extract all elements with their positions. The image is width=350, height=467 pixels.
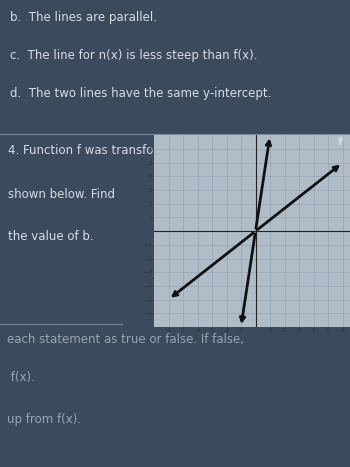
Text: f(x).: f(x). xyxy=(7,371,35,384)
Text: each statement as true or false. If false,: each statement as true or false. If fals… xyxy=(7,333,244,346)
Text: 4. Function f was transformed using f(bx) as: 4. Function f was transformed using f(bx… xyxy=(8,143,269,156)
Text: up from f(x).: up from f(x). xyxy=(7,413,81,426)
Text: the value of b.: the value of b. xyxy=(8,230,94,243)
Text: f: f xyxy=(338,137,343,147)
Text: shown below. Find: shown below. Find xyxy=(8,189,115,201)
Text: b.  The lines are parallel.: b. The lines are parallel. xyxy=(10,11,158,24)
Text: d.  The two lines have the same y-intercept.: d. The two lines have the same y-interce… xyxy=(10,87,272,100)
Text: c.  The line for n(x) is less steep than f(x).: c. The line for n(x) is less steep than … xyxy=(10,49,258,62)
